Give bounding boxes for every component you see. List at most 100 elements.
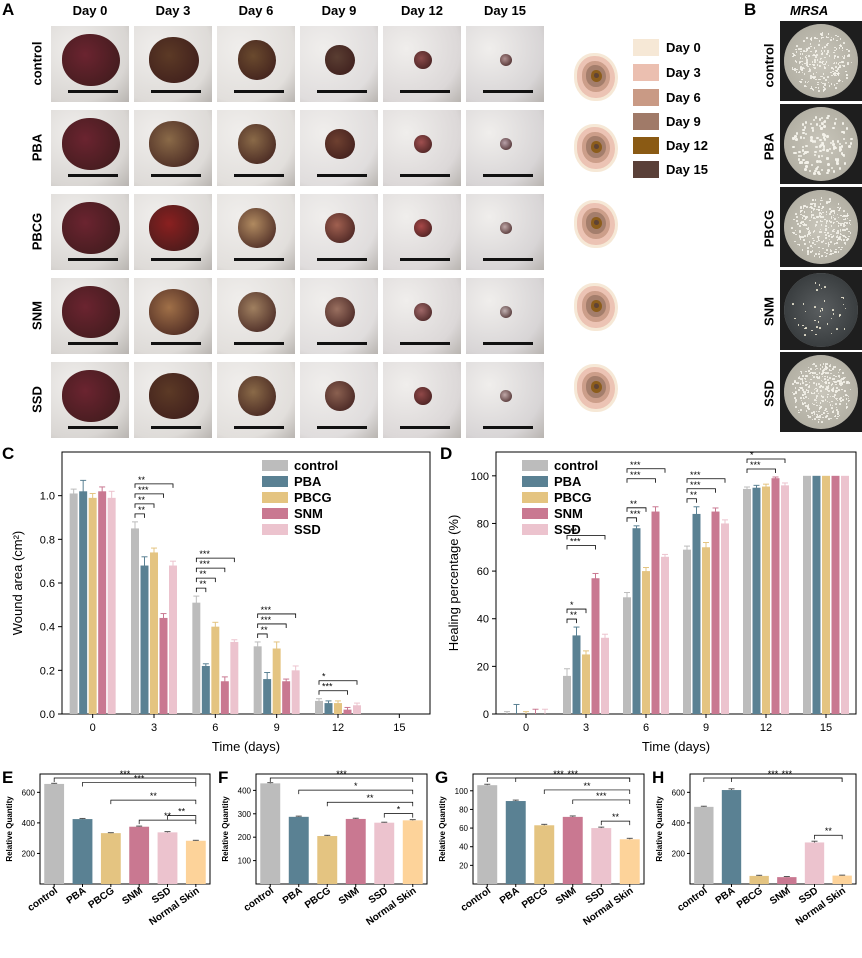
bacterial-colony	[841, 296, 843, 299]
bacterial-colony	[824, 367, 826, 370]
bacterial-colony	[825, 210, 828, 213]
y-tick-label: 100	[471, 471, 489, 483]
bacterial-colony	[815, 289, 818, 291]
bacterial-colony	[807, 397, 810, 400]
significance-label: **	[261, 625, 269, 635]
bacterial-colony	[796, 219, 799, 222]
bacterial-colony	[832, 147, 836, 150]
bacterial-colony	[832, 143, 835, 146]
bacterial-colony	[818, 372, 821, 374]
bacterial-colony	[809, 70, 812, 73]
significance-label: **	[570, 526, 578, 536]
bacterial-colony	[795, 233, 797, 236]
wound-region	[500, 54, 512, 66]
bacterial-colony	[825, 229, 828, 232]
bacterial-colony	[812, 88, 814, 91]
bacterial-colony	[826, 376, 829, 378]
bacterial-colony	[843, 65, 845, 67]
bacterial-colony	[813, 203, 816, 205]
wound-region	[149, 289, 199, 335]
bacterial-colony	[814, 169, 817, 173]
bacterial-colony	[840, 384, 842, 387]
wound-photo	[50, 109, 130, 187]
y-tick-label: 40	[477, 614, 489, 626]
significance-bracket	[134, 503, 155, 508]
bacterial-colony	[832, 70, 834, 73]
bacterial-colony	[842, 297, 845, 299]
significance-bracket	[195, 557, 235, 563]
bacterial-colony	[805, 216, 807, 218]
bacterial-colony	[844, 307, 847, 310]
bacterial-colony	[818, 375, 821, 378]
bacterial-colony	[820, 116, 824, 120]
bacterial-colony	[801, 249, 804, 251]
bacterial-colony	[836, 70, 838, 73]
bacterial-colony	[832, 309, 834, 311]
wound-photo	[216, 277, 296, 355]
x-tick-label: 9	[274, 722, 280, 734]
bacterial-colony	[809, 251, 812, 253]
bacterial-colony	[822, 60, 824, 63]
bacterial-colony	[797, 223, 799, 225]
bacterial-colony	[831, 389, 833, 392]
bacterial-colony	[792, 68, 795, 71]
bacterial-colony	[823, 378, 826, 380]
bacterial-colony	[813, 413, 816, 415]
bacterial-colony	[804, 132, 807, 136]
bacterial-colony	[836, 159, 839, 162]
bacterial-colony	[828, 147, 832, 151]
bacterial-colony	[798, 62, 801, 64]
bacterial-colony	[822, 148, 825, 151]
bacterial-colony	[836, 236, 838, 238]
bacterial-colony	[811, 372, 814, 374]
bacterial-colony	[832, 409, 835, 412]
bacterial-colony	[821, 143, 825, 146]
bacterial-colony	[821, 307, 824, 310]
y-tick-label: 300	[238, 810, 252, 819]
scale-bar	[483, 258, 533, 261]
bacterial-colony	[809, 122, 813, 126]
y-tick-label: 20	[459, 861, 468, 870]
bacterial-colony	[834, 72, 836, 74]
plot-frame	[689, 773, 857, 885]
bacterial-colony	[846, 394, 848, 397]
wound-photo	[465, 277, 545, 355]
bacterial-colony	[842, 210, 845, 212]
bacterial-colony	[833, 62, 836, 65]
significance-bracket	[566, 535, 606, 540]
bacterial-colony	[842, 215, 844, 218]
bacterial-colony	[835, 398, 838, 400]
bacterial-colony	[808, 386, 811, 388]
bacterial-colony	[821, 216, 823, 219]
bacterial-colony	[833, 122, 837, 125]
bacterial-colony	[839, 207, 842, 209]
bacterial-colony	[825, 363, 828, 365]
bacterial-colony	[808, 385, 811, 387]
bacterial-colony	[806, 234, 809, 236]
legend-label: control	[294, 458, 338, 473]
legend-swatch	[262, 460, 288, 471]
bacterial-colony	[826, 367, 828, 369]
bacterial-colony	[803, 205, 805, 207]
significance-label: ***	[120, 769, 131, 779]
bacterial-colony	[836, 328, 838, 331]
bacterial-colony	[816, 64, 819, 66]
bacterial-colony	[846, 382, 848, 385]
bacterial-colony	[811, 414, 814, 417]
bacterial-colony	[806, 62, 808, 65]
bacterial-colony	[809, 234, 812, 237]
panel-letter-b: B	[744, 0, 757, 19]
bacterial-colony	[843, 328, 846, 330]
bacterial-colony	[800, 387, 802, 389]
bacterial-colony	[831, 407, 833, 409]
bacterial-colony	[839, 238, 842, 240]
bacterial-colony	[816, 37, 818, 40]
bacterial-colony	[797, 377, 800, 379]
significance-label: ***	[690, 470, 701, 480]
significance-label: ***	[630, 470, 641, 480]
bacterial-colony	[825, 242, 827, 245]
bacterial-colony	[848, 235, 850, 238]
bacterial-colony	[816, 389, 819, 391]
bacterial-colony	[820, 406, 823, 408]
bacterial-colony	[820, 413, 823, 416]
